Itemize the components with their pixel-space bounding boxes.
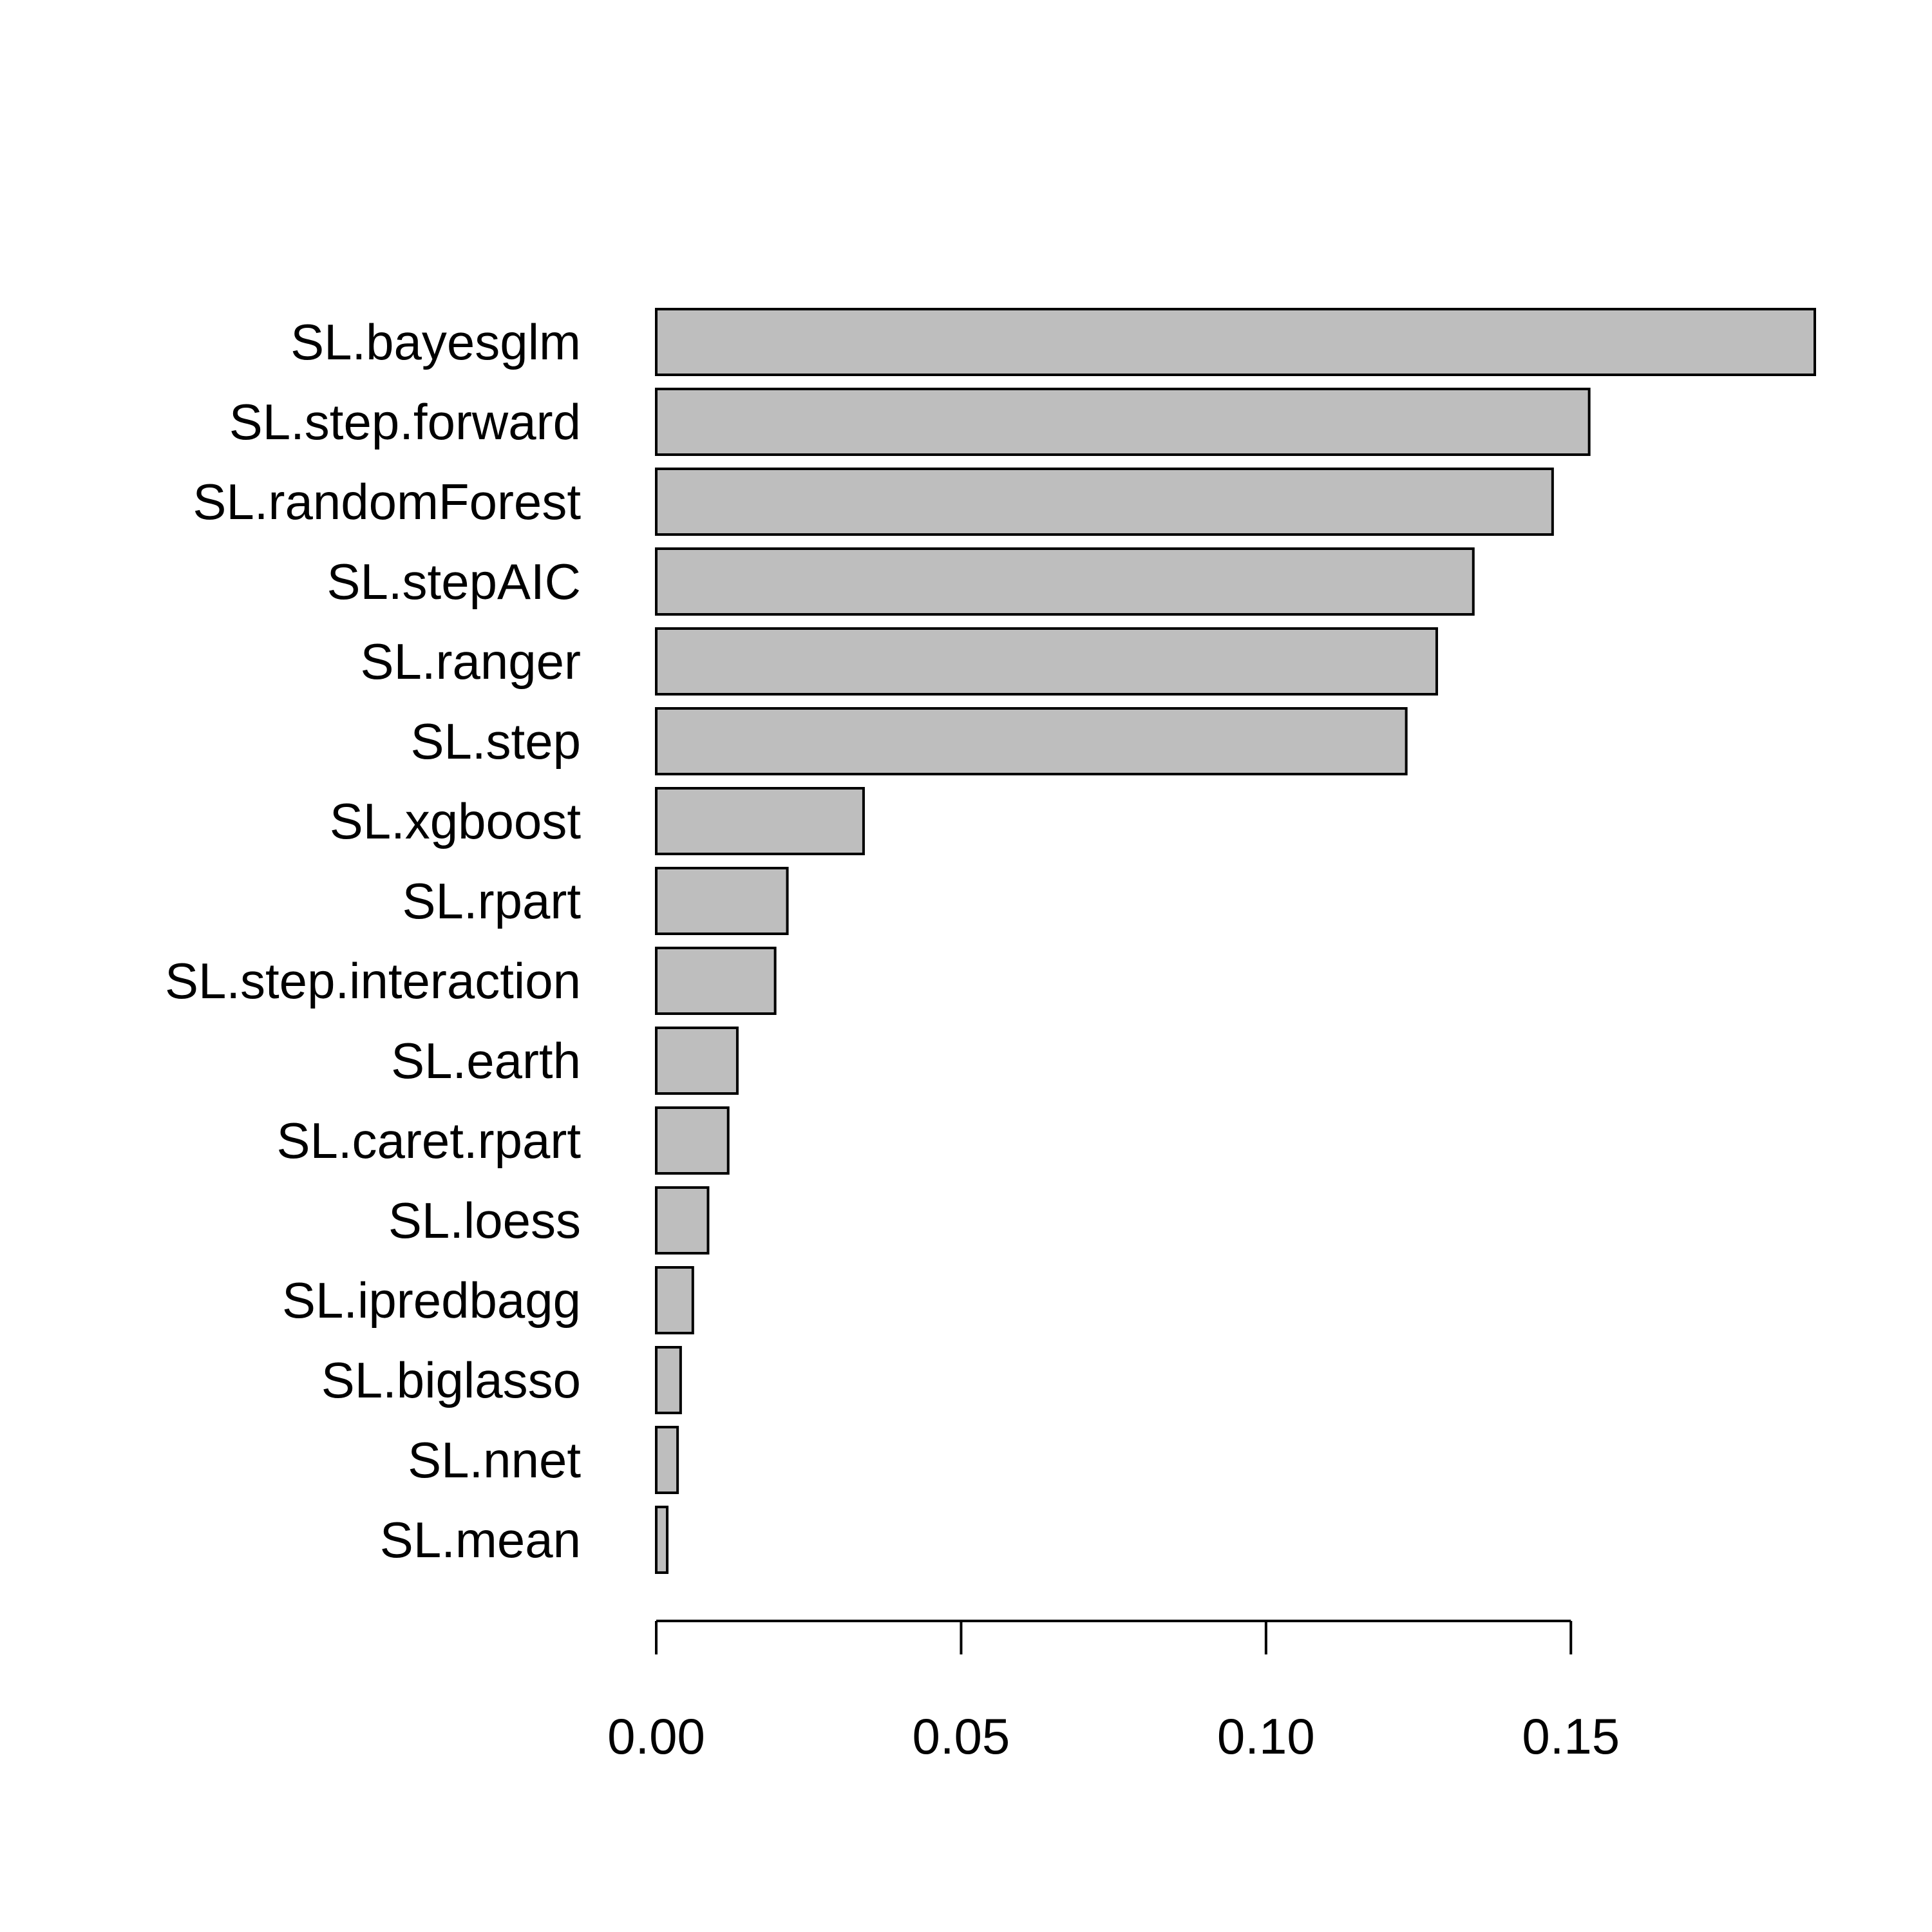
bar-SL.ranger [655,627,1438,696]
category-label: SL.ipredbagg [282,1272,581,1329]
bar-SL.caret.rpart [655,1106,730,1175]
category-label: SL.randomForest [193,473,581,530]
x-tick-label: 0.00 [607,1708,705,1765]
bar-SL.loess [655,1186,710,1255]
category-label: SL.step.interaction [165,952,581,1009]
category-label: SL.biglasso [321,1352,581,1408]
bar-SL.earth [655,1027,739,1095]
bar-SL.rpart [655,867,789,935]
category-label: SL.loess [388,1192,581,1249]
x-tick-label: 0.15 [1522,1708,1620,1765]
x-tick-label: 0.05 [913,1708,1010,1765]
bar-SL.randomForest [655,468,1554,536]
bar-SL.step [655,707,1408,775]
bar-SL.step.forward [655,388,1591,456]
bar-SL.bayesglm [655,308,1816,376]
category-label: SL.step.forward [229,393,581,450]
bar-SL.xgboost [655,787,865,855]
category-label: SL.step [410,713,581,770]
bar-SL.ipredbagg [655,1266,694,1334]
x-axis: 0.00 0.05 0.10 0.15 [607,1620,1620,1765]
category-label: SL.rpart [402,873,582,929]
bar-SL.stepAIC [655,547,1475,616]
bar-SL.biglasso [655,1346,682,1414]
category-label: SL.earth [391,1032,581,1089]
bar-SL.mean [655,1506,669,1574]
category-label: SL.ranger [360,633,581,690]
category-label: SL.nnet [408,1432,581,1488]
bar-SL.step.interaction [655,947,777,1015]
category-label: SL.mean [380,1511,581,1568]
x-tick-label: 0.10 [1217,1708,1315,1765]
bars-group [655,308,1816,1574]
category-labels: SL.bayesglm SL.step.forward SL.randomFores… [165,314,581,1568]
category-label: SL.xgboost [330,793,582,849]
category-label: SL.bayesglm [290,314,581,370]
bar-SL.nnet [655,1426,679,1494]
category-label: SL.caret.rpart [276,1112,581,1169]
category-label: SL.stepAIC [327,553,581,610]
